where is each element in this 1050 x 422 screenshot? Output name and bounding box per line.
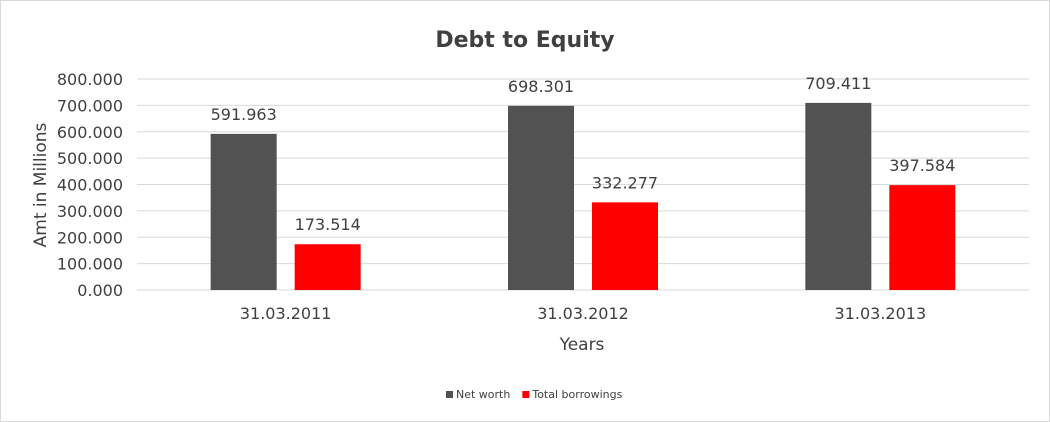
bar-total-borrowings	[592, 202, 658, 290]
data-label: 698.301	[508, 77, 574, 96]
bar-net-worth	[210, 133, 277, 290]
y-tick-label: 400.000	[57, 176, 123, 195]
data-label: 591.963	[211, 105, 277, 124]
legend-swatch	[446, 391, 453, 398]
y-tick-label: 800.000	[57, 70, 123, 89]
data-label: 173.514	[295, 215, 361, 234]
y-tick-label: 300.000	[57, 202, 123, 221]
y-tick-label: 0.000	[77, 281, 123, 300]
x-axis-label: Years	[559, 335, 605, 355]
data-label: 397.584	[889, 156, 955, 175]
y-axis-label: Amt in Millions	[31, 122, 51, 247]
x-tick-label: 31.03.2011	[240, 304, 332, 323]
y-tick-label: 600.000	[57, 123, 123, 142]
data-label: 709.411	[805, 74, 871, 93]
y-tick-label: 500.000	[57, 149, 123, 168]
y-tick-label: 200.000	[57, 228, 123, 247]
legend-label: Total borrowings	[531, 388, 622, 401]
legend-swatch	[522, 391, 530, 398]
bar-net-worth	[508, 105, 574, 290]
chart-title: Debt to Equity	[435, 28, 614, 53]
bar-total-borrowings	[294, 244, 361, 290]
bar-total-borrowings	[889, 185, 956, 290]
bar-net-worth	[805, 102, 872, 290]
legend-label: Net worth	[456, 388, 510, 401]
y-tick-label: 100.000	[57, 255, 123, 274]
data-label: 332.277	[592, 173, 658, 192]
x-tick-label: 31.03.2012	[537, 304, 629, 323]
y-tick-label: 700.000	[57, 96, 123, 115]
x-tick-label: 31.03.2013	[835, 304, 927, 323]
